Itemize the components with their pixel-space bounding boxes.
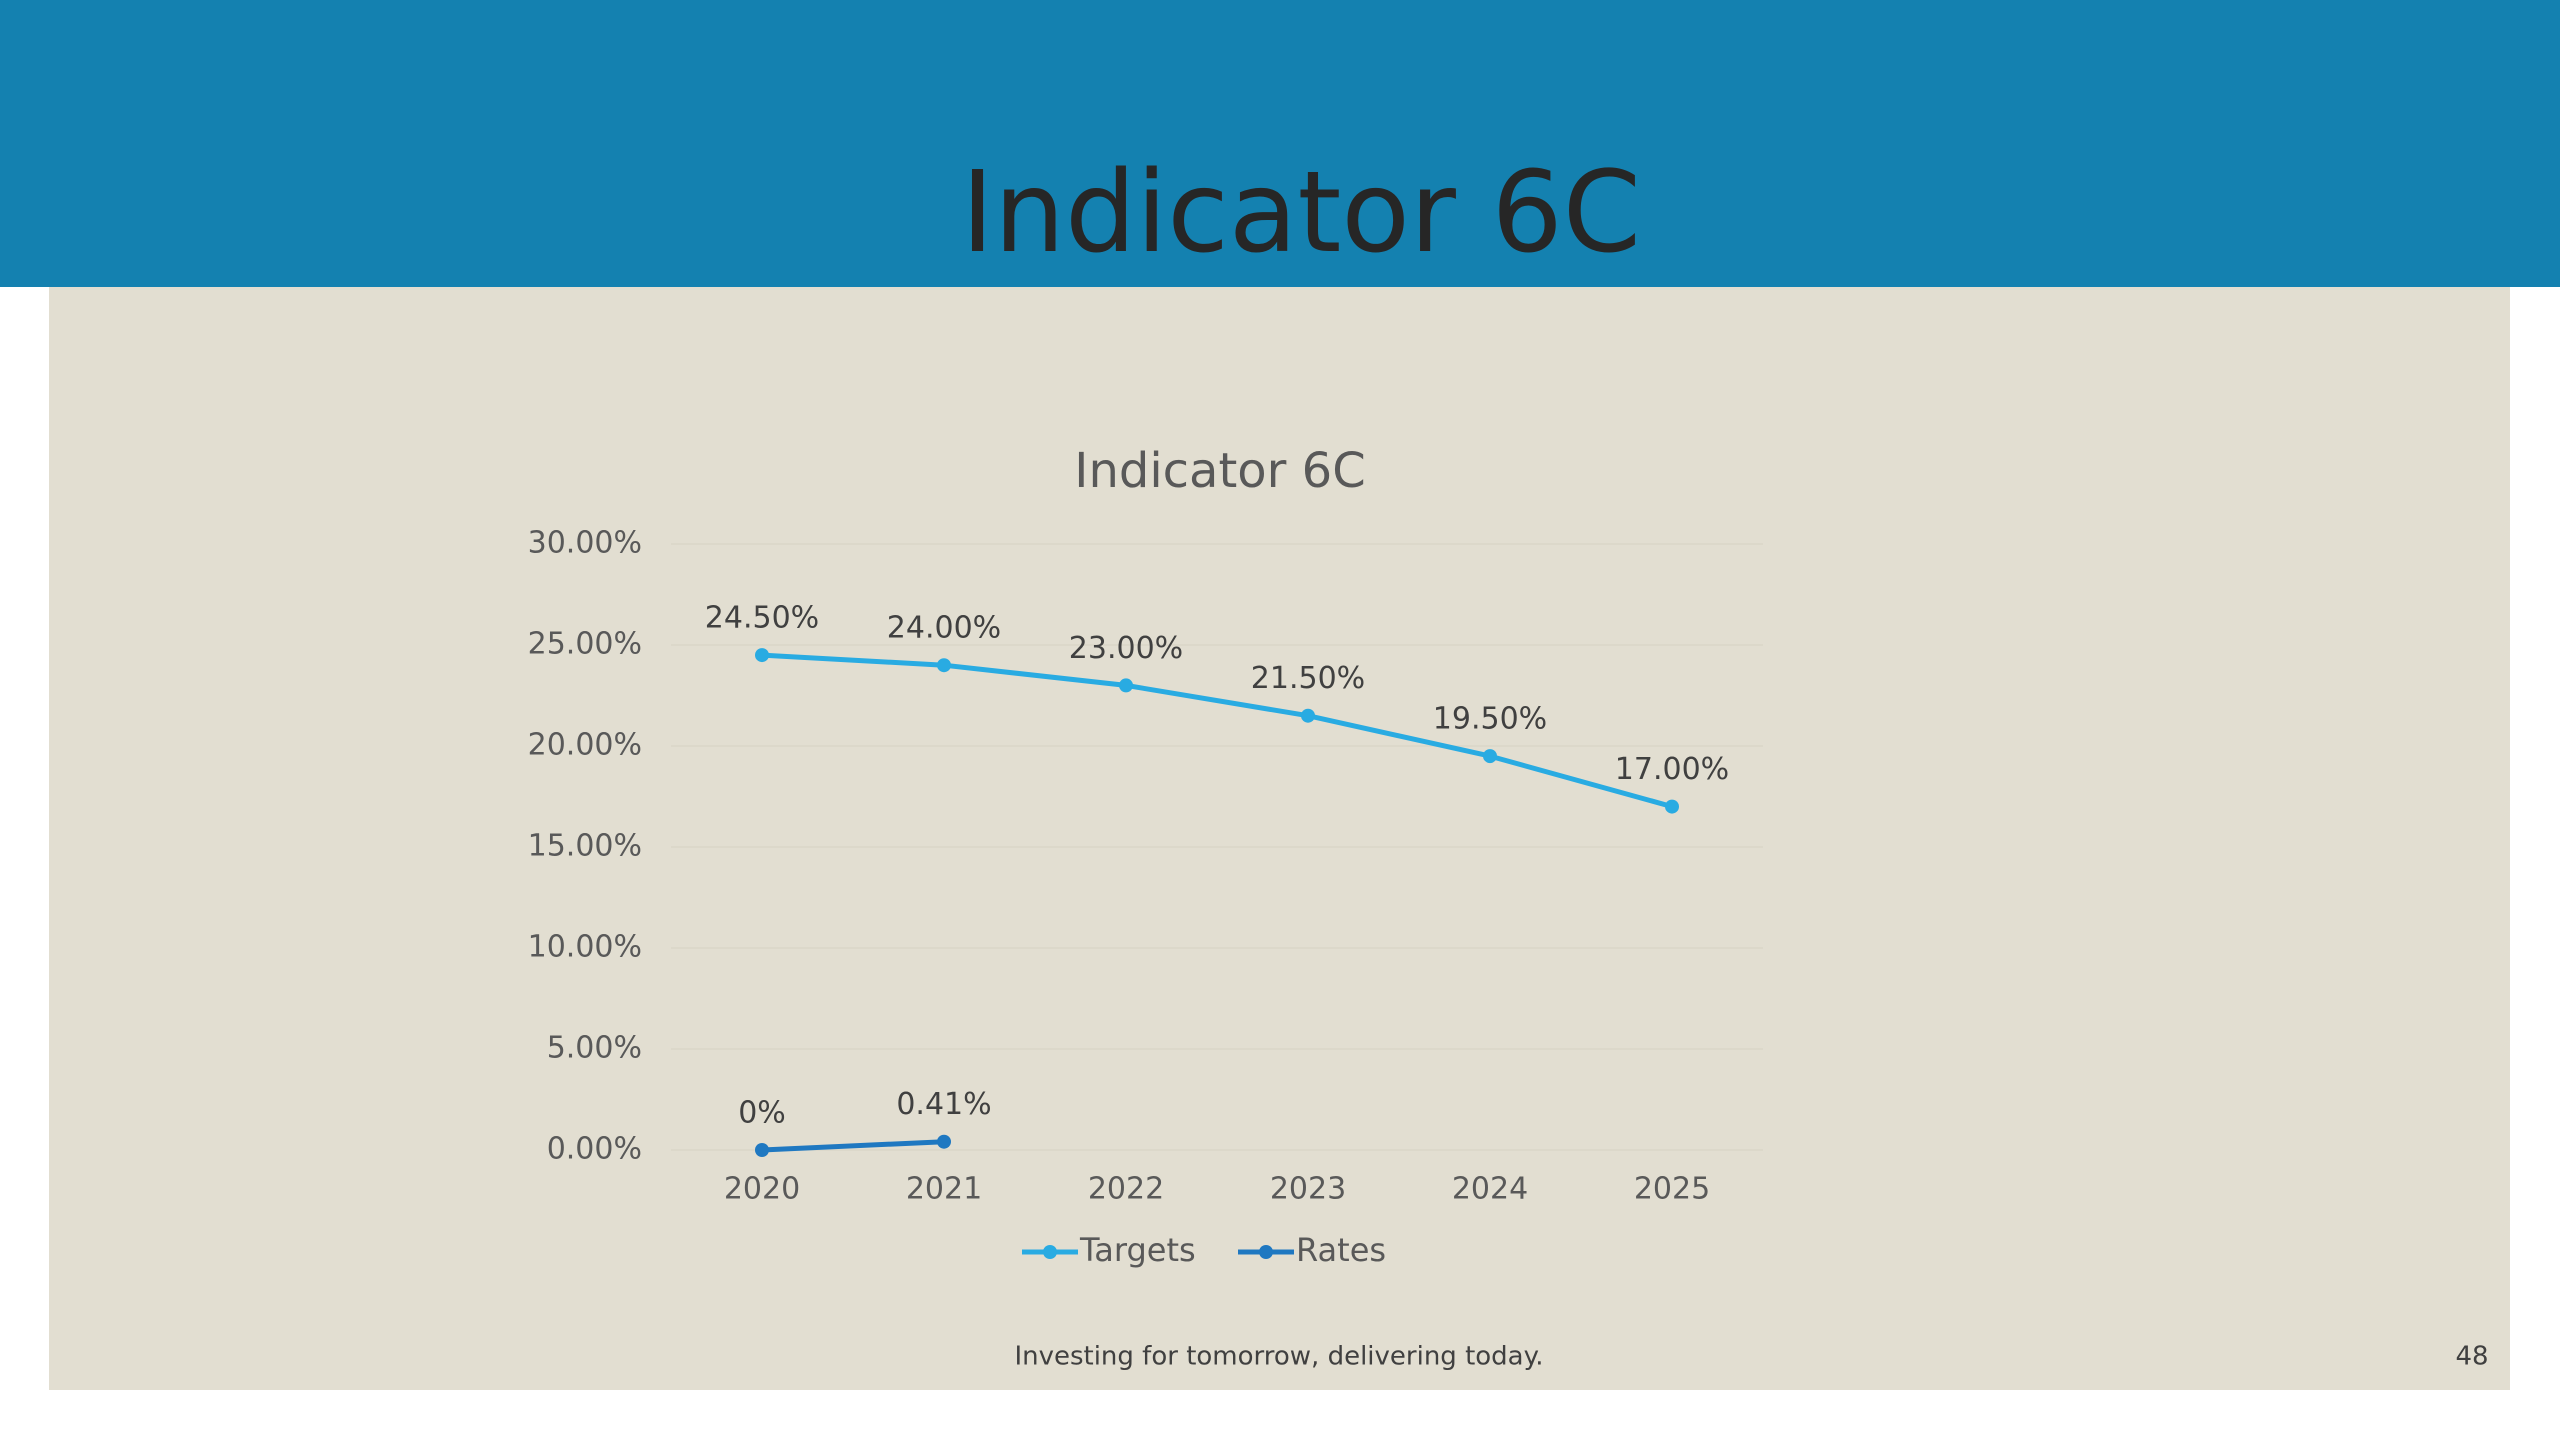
data-label: 0% <box>738 1096 786 1131</box>
page-number: 48 <box>2455 1342 2488 1372</box>
legend-label: Targets <box>1079 1231 1196 1269</box>
series-line <box>761 652 1673 810</box>
data-point <box>1665 799 1679 814</box>
legend-marker <box>1259 1245 1273 1259</box>
x-tick-label: 2020 <box>724 1172 800 1207</box>
x-tick-label: 2025 <box>1634 1172 1710 1207</box>
y-tick-label: 0.00% <box>547 1132 642 1167</box>
data-label: 17.00% <box>1615 752 1729 787</box>
data-label: 21.50% <box>1251 661 1365 696</box>
y-tick-label: 30.00% <box>528 526 642 561</box>
series-line <box>761 1139 945 1153</box>
slide-body <box>49 287 2510 1390</box>
legend-label: Rates <box>1296 1231 1386 1269</box>
data-point <box>1301 708 1315 723</box>
data-label: 23.00% <box>1069 631 1183 666</box>
x-tick-label: 2023 <box>1270 1172 1346 1207</box>
y-tick-label: 15.00% <box>528 829 642 864</box>
x-tick-label: 2022 <box>1088 1172 1164 1207</box>
y-tick-label: 5.00% <box>547 1031 642 1066</box>
data-point <box>755 1143 769 1157</box>
data-label: 24.50% <box>705 601 819 636</box>
y-tick-label: 20.00% <box>528 728 642 763</box>
x-tick-label: 2021 <box>906 1172 982 1207</box>
data-point <box>1119 678 1133 693</box>
y-tick-label: 10.00% <box>528 930 642 965</box>
plot: 0.00% 5.00% 10.00% 15.00% 20.00% 25.00% 30.00%… <box>528 526 1763 1269</box>
data-point <box>937 658 951 673</box>
slide-title: Indicator 6C <box>961 148 1641 278</box>
header-band <box>0 0 2560 287</box>
y-tick-label: 25.00% <box>528 627 642 662</box>
data-label: 24.00% <box>887 611 1001 646</box>
data-point <box>1483 749 1497 764</box>
x-tick-label: 2024 <box>1452 1172 1528 1207</box>
data-label: 19.50% <box>1433 702 1547 737</box>
legend-marker <box>1043 1245 1057 1259</box>
data-point <box>937 1134 951 1149</box>
footer: Investing for tomorrow, delivering today… <box>1014 1342 1543 1372</box>
data-point <box>755 648 769 663</box>
chart-title: Indicator 6C <box>1074 443 1365 499</box>
data-label: 0.41% <box>896 1087 991 1122</box>
